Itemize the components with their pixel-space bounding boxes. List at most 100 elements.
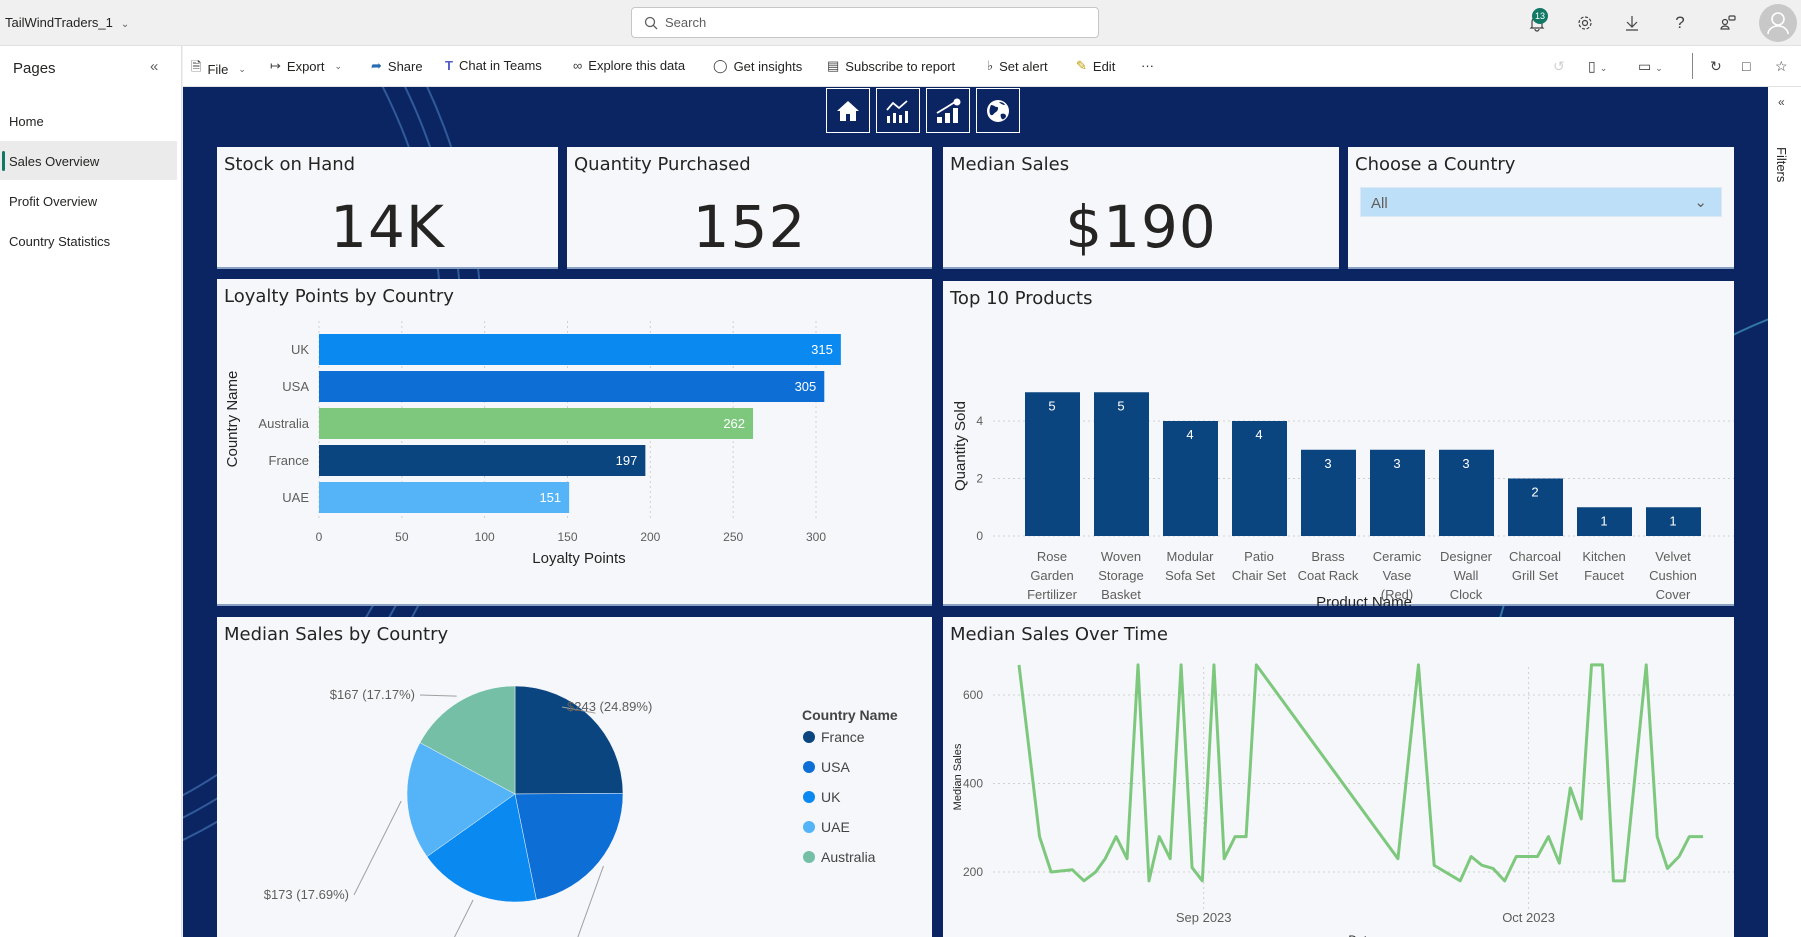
bar [319,445,646,476]
country-dropdown[interactable]: All ⌄ [1360,187,1722,217]
export-icon: ↦ [270,58,281,73]
loyalty-points-chart: 0 50 100 150 200 250 300 315 UK 305 USA 262 Australi… [224,321,841,567]
x-tick-label: Sep 2023 [1176,910,1232,925]
data-label: $167 (17.17%) [330,687,415,702]
export-menu-button[interactable]: ↦ Export ⌄ [270,58,342,74]
search-placeholder: Search [665,15,707,30]
page-item-country-statistics[interactable]: Country Statistics [9,234,111,249]
data-label: 305 [795,379,817,394]
y-tick-label: USA [282,379,309,394]
leader-line [577,865,604,937]
page-item-sales-overview[interactable]: Sales Overview [0,141,177,180]
nav-country-button[interactable] [976,88,1020,133]
x-tick-label: Ceramic [1373,549,1422,564]
pie-slice [426,793,537,903]
nav-sales-button[interactable] [876,88,920,133]
line-chart-icon [886,99,908,123]
x-tick-label: Clock [1450,587,1483,602]
legend-label: USA [821,759,850,775]
median-sales-over-time-card[interactable]: Median Sales Over Time 200 400 600 Sep 2023… [943,617,1734,937]
leader-line [353,800,402,896]
legend-marker [803,851,815,863]
filters-label: Filters [1774,147,1789,183]
x-tick-label: Sofa Set [1165,568,1215,583]
kpi-card-median-sales[interactable]: Median Sales $190 [943,147,1339,269]
legend-marker [803,731,815,743]
favorite-star-icon[interactable]: ☆ [1775,58,1788,74]
teams-icon: T [445,58,453,73]
bar [319,482,570,513]
refresh-icon[interactable]: ↻ [1710,58,1722,74]
data-label: 5 [1117,398,1124,413]
data-label: 4 [1255,427,1262,442]
x-tick-label: Patio [1244,549,1274,564]
data-label: 1 [1600,513,1607,528]
y-tick-label: UK [291,342,309,357]
collapse-pages-icon[interactable]: « [150,58,159,75]
x-tick-label: (Red) [1381,587,1414,602]
page-item-profit-overview[interactable]: Profit Overview [9,194,98,209]
data-label: $173 (17.69%) [264,887,349,902]
set-alert-button[interactable]: ♭ Set alert [987,58,1048,74]
bar [319,334,841,365]
file-icon: 🗎 [191,59,202,74]
bookmark-icon[interactable]: ▯ ⌄ [1588,58,1608,74]
kpi-card-stock-on-hand[interactable]: Stock on Hand 14K [217,147,558,269]
bar [319,408,754,439]
bar [1508,478,1563,536]
nav-profit-button[interactable] [926,88,970,133]
account-avatar[interactable] [1759,4,1797,42]
file-menu-button[interactable]: 🗎 File ⌄ [191,58,246,80]
data-label: 3 [1462,456,1469,471]
chart-title: Median Sales Over Time [950,624,1168,645]
expand-filters-icon[interactable]: « [1778,95,1785,109]
more-options-button[interactable]: ··· [1141,58,1154,73]
help-icon[interactable]: ? [1675,13,1685,32]
download-icon[interactable] [1621,12,1643,34]
chart-title: Median Sales by Country [224,624,449,645]
subscribe-button[interactable]: ▤ Subscribe to report [827,58,955,74]
chat-in-teams-button[interactable]: T Chat in Teams [445,58,542,73]
x-tick-label: Vase [1383,568,1412,583]
filters-pane[interactable]: « Filters [1768,87,1801,937]
kpi-value: 14K [330,193,445,261]
loyalty-points-chart-card[interactable]: Loyalty Points by Country 0 50 100 150 200 25… [217,279,932,606]
kpi-card-quantity-purchased[interactable]: Quantity Purchased 152 [567,147,932,269]
data-label: 3 [1393,456,1400,471]
y-tick-label: 600 [963,688,983,702]
x-tick-label: Fertilizer [1027,587,1078,602]
get-insights-button[interactable]: ◯ Get insights [713,58,802,74]
x-tick-label: Velvet [1655,549,1691,564]
gear-icon[interactable] [1574,12,1596,34]
kpi-title: Median Sales [950,154,1070,175]
bar [1094,392,1149,536]
page-item-home[interactable]: Home [9,114,44,129]
chevron-down-icon: ⌄ [334,60,343,71]
search-input[interactable]: Search [631,7,1099,38]
bar [1232,421,1287,536]
median-sales-by-country-card[interactable]: Median Sales by Country $243 (24.89%)$21… [217,617,932,937]
share-button[interactable]: ➦ Share [371,58,423,74]
top-bar: TailWindTraders_1 ⌄ Search 13 ? [0,0,1801,46]
country-slicer-card: Choose a Country All ⌄ [1348,147,1734,269]
view-icon[interactable]: ▭ ⌄ [1638,58,1663,74]
feedback-icon[interactable] [1717,12,1739,34]
edit-label: Edit [1092,58,1116,74]
pages-title: Pages [13,60,56,77]
nav-home-button[interactable] [826,88,870,133]
report-toolbar: 🗎 File ⌄ ↦ Export ⌄ ➦ Share T Chat in Teams ∞ E… [183,46,1801,87]
undo-icon[interactable]: ↺ [1553,58,1565,74]
x-tick-label: Faucet [1584,568,1624,583]
edit-button[interactable]: ✎ Edit [1076,58,1115,74]
chart-title: Top 10 Products [950,288,1093,309]
y-axis-title: Quantity Sold [952,401,969,491]
data-label: 151 [539,490,561,505]
workspace-title[interactable]: TailWindTraders_1 ⌄ [5,15,129,30]
pie-slice [514,793,624,901]
slicer-title: Choose a Country [1355,154,1516,175]
top-products-chart-card[interactable]: Top 10 Products 0 2 4 5 Rose Garden Fertilizer… [943,281,1734,606]
explore-data-button[interactable]: ∞ Explore this data [573,58,685,73]
y-tick-label: UAE [282,490,309,505]
comment-icon[interactable]: □ [1742,58,1751,74]
x-tick-label: Storage [1098,568,1144,583]
